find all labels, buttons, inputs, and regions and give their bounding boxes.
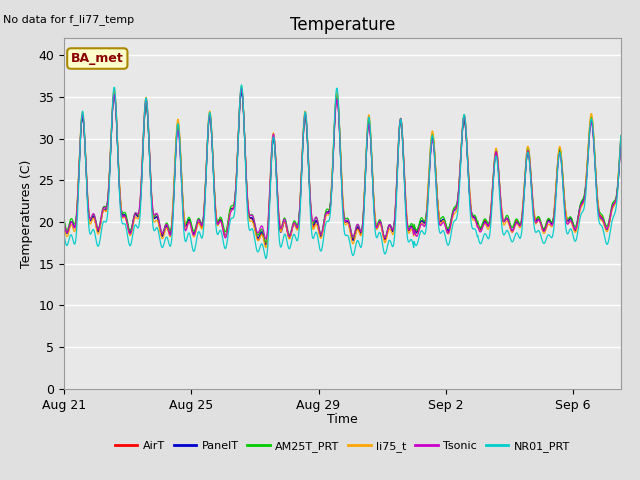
Text: No data for f_li77_temp: No data for f_li77_temp [3,14,134,25]
Text: BA_met: BA_met [71,52,124,65]
Legend: AirT, PanelT, AM25T_PRT, li75_t, Tsonic, NR01_PRT: AirT, PanelT, AM25T_PRT, li75_t, Tsonic,… [111,436,574,456]
Title: Temperature: Temperature [290,16,395,34]
X-axis label: Time: Time [327,413,358,426]
Y-axis label: Temperatures (C): Temperatures (C) [20,159,33,268]
